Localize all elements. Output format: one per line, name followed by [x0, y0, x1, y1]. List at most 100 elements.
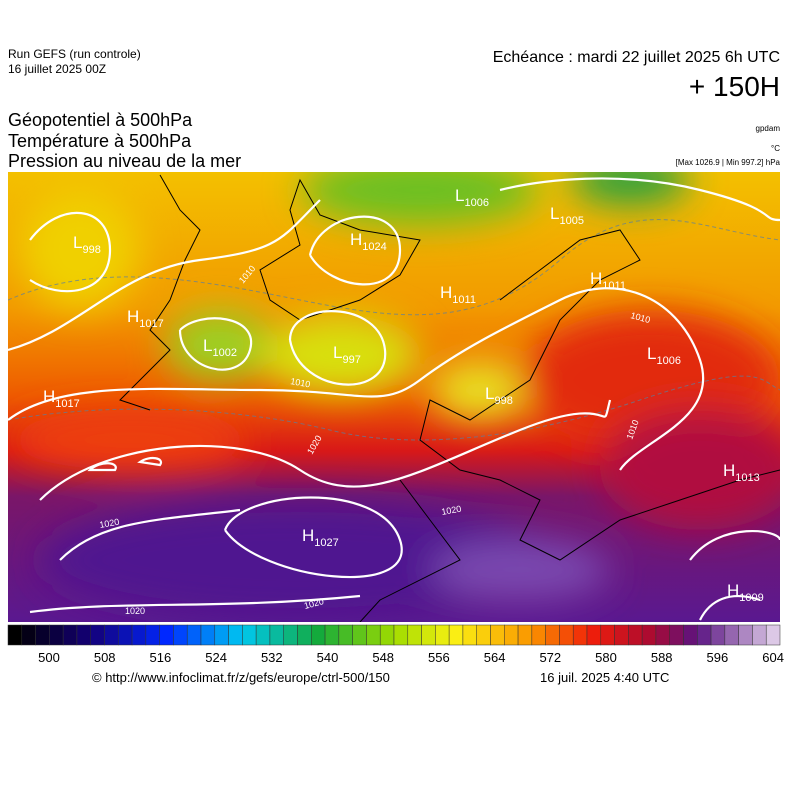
color-swatch: [49, 624, 64, 646]
colorbar-label: 548: [372, 650, 394, 665]
color-swatch: [572, 624, 588, 646]
color-swatch: [724, 624, 739, 646]
center-letter: H: [302, 526, 314, 545]
color-swatch: [7, 624, 23, 646]
isobar-label: 1010: [290, 376, 311, 389]
pressure-center: H1009: [727, 581, 764, 604]
color-swatch: [242, 624, 257, 646]
center-value: 1017: [55, 398, 79, 410]
colorbar-label: 580: [595, 650, 617, 665]
color-swatch: [228, 624, 243, 646]
pressure-center: L998: [485, 384, 513, 407]
color-swatch: [462, 624, 477, 646]
pressure-center: L1006: [647, 344, 681, 367]
color-swatch: [366, 624, 381, 646]
colorbar-label: 604: [762, 650, 784, 665]
color-swatch: [697, 624, 712, 646]
center-value: 1006: [656, 355, 680, 367]
center-value: 1002: [212, 347, 236, 359]
center-letter: H: [350, 230, 362, 249]
color-swatch: [118, 624, 133, 646]
color-swatch: [269, 624, 284, 646]
center-letter: H: [440, 283, 452, 302]
color-swatch: [352, 624, 367, 646]
color-swatch: [338, 624, 353, 646]
pressure-center: H1027: [302, 526, 339, 549]
colorbar-label: 508: [94, 650, 116, 665]
center-value: 998: [82, 244, 100, 256]
colorbar-label: 532: [261, 650, 283, 665]
color-swatch: [586, 624, 602, 646]
generated: 16 juil. 2025 4:40 UTC: [540, 670, 669, 685]
color-swatch: [283, 624, 298, 646]
pressure-center: L1002: [203, 336, 237, 359]
color-swatch: [504, 624, 519, 646]
pressure-center: L997: [333, 343, 361, 366]
center-letter: H: [43, 387, 55, 406]
center-value: 998: [494, 395, 512, 407]
color-swatch: [448, 624, 464, 646]
pressure-center: H1011: [590, 269, 626, 292]
field: Pression au niveau de la mer: [8, 151, 241, 171]
run-date: 16 juillet 2025 00Z: [8, 62, 106, 76]
center-letter: L: [647, 344, 656, 363]
run: Run GEFS (run controle): [8, 47, 141, 61]
color-swatch: [35, 624, 50, 646]
colorbar-label: 556: [428, 650, 450, 665]
center-letter: L: [333, 343, 342, 362]
color-swatch: [738, 624, 753, 646]
color-swatch: [669, 624, 684, 646]
center-value: 1005: [559, 215, 583, 227]
color-swatch: [641, 624, 657, 646]
color-swatch: [379, 624, 395, 646]
color-swatch: [76, 624, 91, 646]
color-swatch: [297, 624, 312, 646]
color-swatch: [614, 624, 629, 646]
center-value: 1006: [464, 197, 488, 209]
center-value: 1027: [314, 537, 338, 549]
color-swatch: [435, 624, 450, 646]
color-swatch: [545, 624, 560, 646]
color-swatch: [255, 624, 271, 646]
center-value: 1009: [739, 592, 763, 604]
color-swatch: [710, 624, 726, 646]
colorbar-label: 524: [205, 650, 227, 665]
center-value: 1013: [735, 472, 759, 484]
color-swatch: [214, 624, 229, 646]
field: Géopotentiel à 500hPa: [8, 110, 193, 130]
color-swatch: [600, 624, 615, 646]
color-swatch: [104, 624, 119, 646]
pressure-center: H1024: [350, 230, 387, 253]
colorbar-label: 540: [317, 650, 339, 665]
center-letter: L: [203, 336, 212, 355]
center-letter: L: [550, 204, 559, 223]
center-value: 1017: [139, 318, 163, 330]
colorbar-label: 516: [150, 650, 172, 665]
color-swatch: [476, 624, 491, 646]
color-swatch: [393, 624, 409, 646]
center-letter: L: [455, 186, 464, 205]
color-swatch: [531, 624, 546, 646]
unit: [Max 1026.9 | Min 997.2] hPa: [676, 158, 781, 167]
color-swatch: [765, 624, 781, 646]
pressure-center: L1006: [455, 186, 489, 209]
pressure-center: L998: [73, 233, 101, 256]
color-swatch: [407, 624, 422, 646]
color-swatch: [311, 624, 326, 646]
color-swatch: [655, 624, 670, 646]
color-swatch: [21, 624, 36, 646]
color-swatch: [159, 624, 174, 646]
source: © http://www.infoclimat.fr/z/gefs/europe…: [92, 670, 390, 685]
color-swatch: [131, 624, 147, 646]
color-swatch: [683, 624, 698, 646]
lead-time: + 150H: [689, 71, 780, 102]
center-letter: H: [127, 307, 139, 326]
color-swatch: [490, 624, 505, 646]
valid-time: Echéance : mardi 22 juillet 2025 6h UTC: [493, 49, 780, 66]
color-swatch: [517, 624, 533, 646]
color-swatch: [90, 624, 105, 646]
unit: gpdam: [756, 124, 781, 133]
center-value: 1024: [362, 241, 386, 253]
